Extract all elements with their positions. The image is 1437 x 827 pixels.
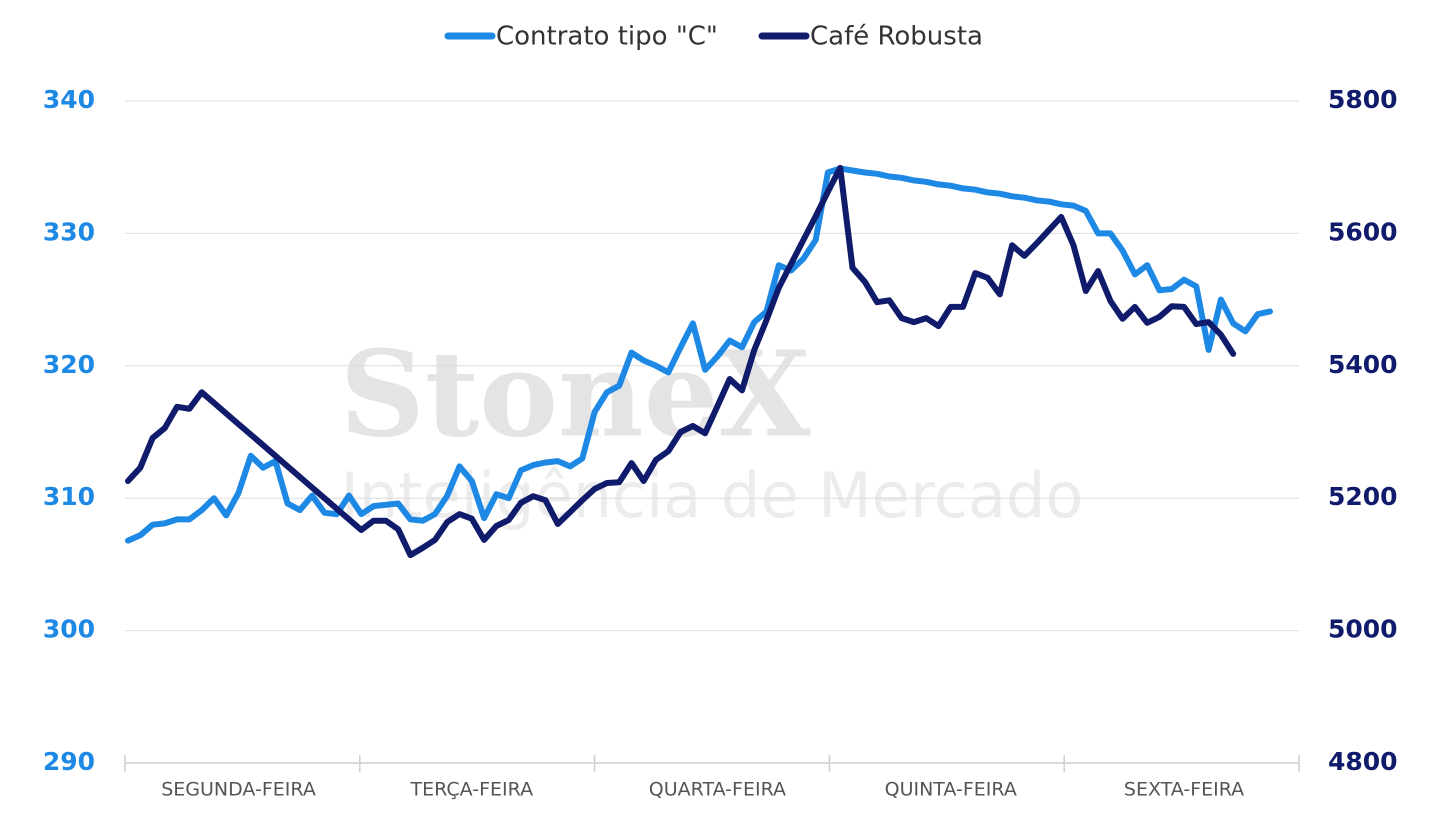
y-tick-label: 340 [43, 85, 95, 114]
x-tick-label: SEXTA-FEIRA [1124, 779, 1244, 801]
y-tick-label: 320 [43, 350, 95, 379]
x-tick-label: SEGUNDA-FEIRA [161, 779, 316, 801]
watermark-title: StoneX [340, 325, 811, 464]
series-line [125, 165, 1273, 544]
y-tick-label: 310 [43, 482, 95, 511]
y-tick-label: 330 [43, 217, 95, 246]
x-tick-label: TERÇA-FEIRA [410, 779, 534, 801]
y2-tick-label: 5600 [1328, 217, 1398, 246]
legend-label: Café Robusta [810, 22, 983, 52]
y-tick-label: 290 [43, 747, 95, 776]
x-tick-label: QUINTA-FEIRA [885, 779, 1017, 801]
y2-tick-label: 4800 [1328, 747, 1398, 776]
series-line [125, 164, 1237, 559]
y2-tick-label: 5000 [1328, 615, 1398, 644]
y2-tick-label: 5800 [1328, 85, 1398, 114]
y2-tick-label: 5200 [1328, 482, 1398, 511]
y2-tick-label: 5400 [1328, 350, 1398, 379]
x-tick-label: QUARTA-FEIRA [649, 779, 786, 801]
legend-label: Contrato tipo "C" [496, 22, 718, 52]
y-tick-label: 300 [43, 615, 95, 644]
